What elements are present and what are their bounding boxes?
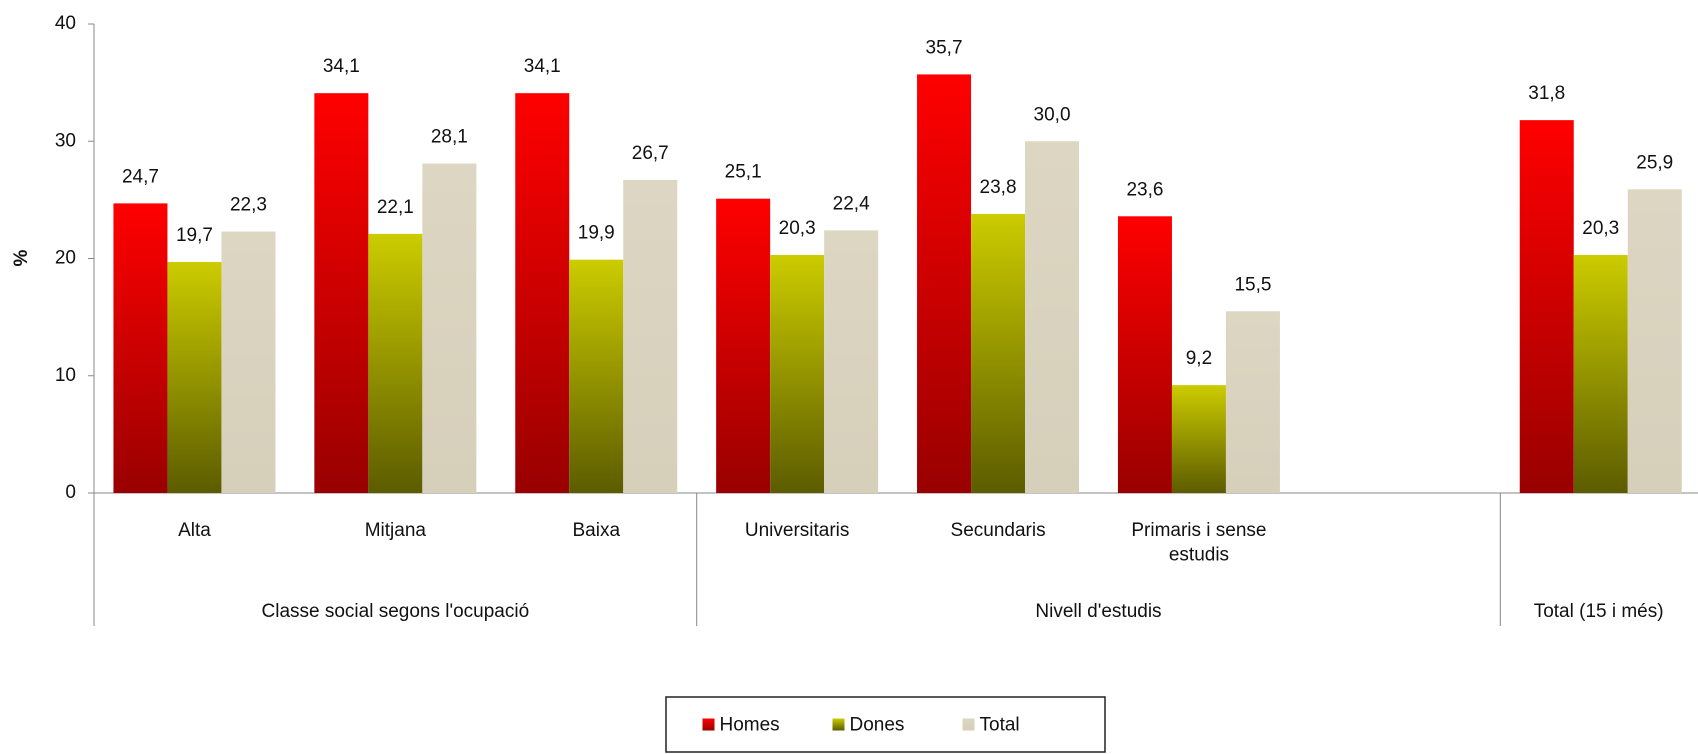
value-label: 19,9 (578, 223, 615, 244)
bar (1225, 311, 1280, 493)
value-label: 25,9 (1636, 152, 1673, 173)
bar (971, 213, 1026, 493)
value-label: 34,1 (323, 56, 360, 77)
bar (770, 254, 825, 493)
x-tick-label: Primaris i sense estudis (1131, 520, 1266, 566)
y-tick-label: 30 (55, 130, 76, 151)
legend-swatch (702, 718, 715, 731)
bar (716, 198, 771, 493)
bar (515, 93, 570, 494)
x-tick-label: Secundaris (951, 520, 1046, 541)
bar (314, 93, 369, 494)
bar (1519, 120, 1574, 494)
value-label: 22,3 (230, 195, 267, 216)
legend-box (665, 696, 1106, 753)
y-tick-label: 40 (55, 13, 76, 34)
bar (368, 233, 423, 493)
bar (917, 74, 972, 493)
legend-label: Homes (720, 715, 780, 736)
bar (1025, 141, 1080, 493)
bar (221, 231, 276, 493)
bar (1117, 216, 1172, 494)
x-tick-label: Mitjana (365, 520, 427, 541)
bar (422, 163, 477, 493)
value-label: 35,7 (926, 37, 963, 58)
legend-label: Total (980, 715, 1020, 736)
group-label: Total (15 i més) (1534, 601, 1664, 622)
value-label: 30,0 (1034, 104, 1071, 125)
group-label: Nivell d'estudis (1035, 601, 1161, 622)
bar (1171, 385, 1226, 493)
bar (113, 203, 168, 493)
value-label: 22,4 (833, 193, 870, 214)
bar (569, 259, 624, 493)
value-label: 20,3 (1582, 218, 1619, 239)
value-label: 28,1 (431, 127, 468, 148)
value-label: 20,3 (779, 218, 816, 239)
bar (623, 179, 678, 493)
y-tick-label: 0 (65, 482, 76, 503)
value-label: 22,1 (377, 197, 414, 218)
bar (167, 262, 222, 493)
value-label: 23,8 (980, 177, 1017, 198)
value-label: 25,1 (725, 162, 762, 183)
y-axis-label: % (11, 249, 32, 266)
value-label: 15,5 (1234, 274, 1271, 295)
bar (1573, 254, 1628, 493)
bar (1627, 189, 1682, 493)
legend-swatch (962, 718, 975, 731)
legend-label: Dones (850, 715, 905, 736)
value-label: 24,7 (122, 166, 159, 187)
value-label: 23,6 (1126, 179, 1163, 200)
x-tick-label: Alta (178, 520, 211, 541)
legend-swatch (832, 718, 845, 731)
group-label: Classe social segons l'ocupació (262, 601, 530, 622)
value-label: 9,2 (1186, 348, 1212, 369)
y-tick-label: 10 (55, 365, 76, 386)
value-label: 26,7 (632, 143, 669, 164)
value-label: 31,8 (1528, 83, 1565, 104)
x-tick-label: Universitaris (745, 520, 850, 541)
x-tick-label: Baixa (572, 520, 620, 541)
y-tick-label: 20 (55, 248, 76, 269)
value-label: 34,1 (524, 56, 561, 77)
value-label: 19,7 (176, 225, 213, 246)
bar (824, 230, 879, 494)
